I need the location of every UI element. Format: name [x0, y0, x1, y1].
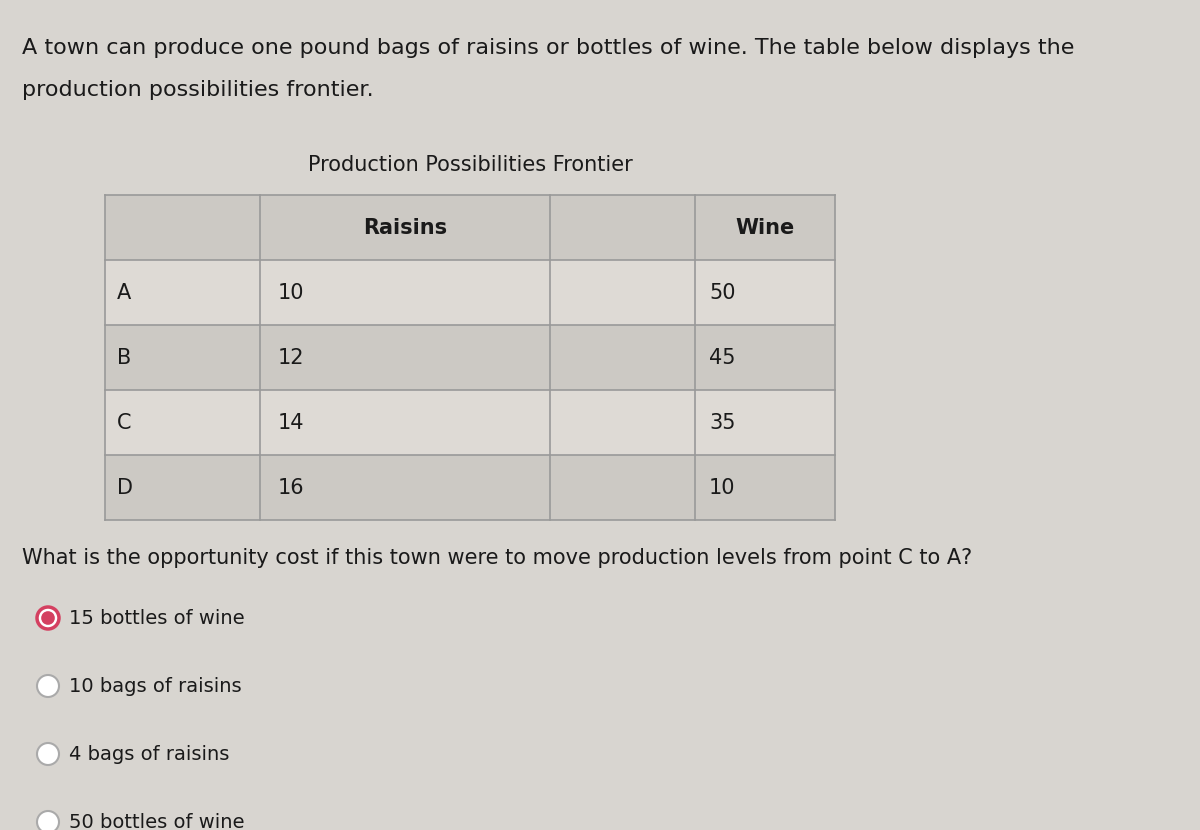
Text: D: D: [118, 477, 133, 497]
Text: Production Possibilities Frontier: Production Possibilities Frontier: [307, 155, 632, 175]
Circle shape: [37, 675, 59, 697]
Circle shape: [37, 743, 59, 765]
Text: Raisins: Raisins: [362, 217, 448, 237]
Text: production possibilities frontier.: production possibilities frontier.: [22, 80, 373, 100]
Text: 15 bottles of wine: 15 bottles of wine: [70, 608, 245, 627]
Text: A: A: [118, 282, 131, 302]
Circle shape: [41, 611, 55, 625]
Text: 45: 45: [709, 348, 736, 368]
Circle shape: [37, 607, 59, 629]
Bar: [106, 455, 835, 520]
Text: B: B: [118, 348, 131, 368]
Text: What is the opportunity cost if this town were to move production levels from po: What is the opportunity cost if this tow…: [22, 548, 972, 568]
Text: A town can produce one pound bags of raisins or bottles of wine. The table below: A town can produce one pound bags of rai…: [22, 38, 1074, 58]
Text: 50: 50: [709, 282, 736, 302]
Text: 10: 10: [278, 282, 305, 302]
Text: C: C: [118, 413, 132, 432]
Text: 14: 14: [278, 413, 305, 432]
Text: 10 bags of raisins: 10 bags of raisins: [70, 676, 241, 696]
Text: Wine: Wine: [736, 217, 794, 237]
Text: 35: 35: [709, 413, 736, 432]
Bar: [106, 260, 835, 325]
Bar: [106, 195, 835, 260]
Text: 50 bottles of wine: 50 bottles of wine: [70, 813, 245, 830]
Bar: [106, 390, 835, 455]
Text: 4 bags of raisins: 4 bags of raisins: [70, 745, 229, 764]
Circle shape: [37, 811, 59, 830]
Text: 10: 10: [709, 477, 736, 497]
Bar: [106, 325, 835, 390]
Text: 16: 16: [278, 477, 305, 497]
Text: 12: 12: [278, 348, 305, 368]
